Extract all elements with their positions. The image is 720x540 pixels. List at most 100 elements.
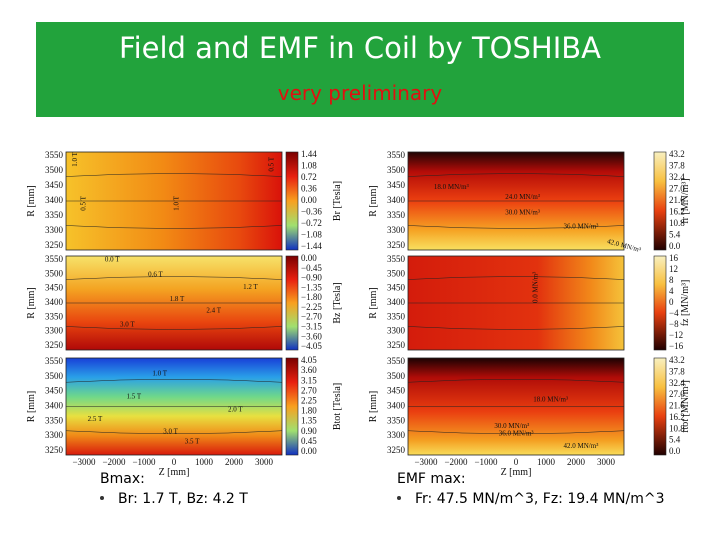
colorbar-tick-label: 5.4 — [669, 435, 681, 445]
x-tick-label: 3000 — [597, 457, 616, 467]
x-tick-label: 0 — [172, 457, 177, 467]
note-heading: Bmax: — [100, 471, 145, 487]
colorbar-label: ftot [MN/m³] — [680, 380, 691, 433]
contour-label: 1.0 T — [71, 151, 79, 166]
y-tick-label: 3250 — [45, 240, 64, 250]
x-tick-label: −1000 — [474, 457, 498, 467]
colorbar-tick-label: 21.6 — [669, 401, 685, 411]
contour-label: 0.6 T — [148, 271, 163, 279]
contour-label: 42.0 MN/m³ — [564, 442, 599, 450]
colorbar — [285, 357, 299, 456]
x-axis-label: Z [mm] — [159, 467, 190, 478]
y-tick-label: 3350 — [45, 210, 64, 220]
y-tick-label: 3450 — [45, 386, 64, 396]
colorbar-label: fz [MN/m³] — [680, 280, 691, 327]
colorbar-tick-label: 10.8 — [669, 423, 685, 433]
colorbar-tick-label: 32.4 — [669, 172, 685, 182]
contour-label: 30.0 MN/m³ — [494, 422, 529, 430]
y-tick-label: 3500 — [45, 165, 64, 175]
contour-label: 1.2 T — [243, 283, 258, 291]
y-tick-label: 3500 — [45, 268, 64, 278]
colorbar-tick-label: 0.72 — [301, 172, 317, 182]
colorbar-tick-label: 37.8 — [669, 366, 685, 376]
colorbar-tick-label: 37.8 — [669, 161, 685, 171]
y-axis-label: R [mm] — [368, 391, 379, 422]
colorbar — [653, 357, 667, 456]
colorbar-tick-label: 1.35 — [301, 416, 317, 426]
y-tick-label: 3300 — [45, 326, 64, 336]
colorbar-tick-label: −1.08 — [301, 230, 322, 240]
colorbar-tick-label: −1.44 — [301, 241, 322, 251]
colorbar-tick-label: −0.90 — [301, 273, 322, 283]
y-tick-label: 3250 — [45, 340, 64, 350]
colorbar-tick-label: 21.6 — [669, 195, 685, 205]
x-tick-label: −3000 — [414, 457, 438, 467]
colorbar-tick-label: 1.80 — [301, 406, 317, 416]
colorbar-tick-label: −3.60 — [301, 331, 322, 341]
contour-label: 30.0 MN/m³ — [505, 209, 540, 217]
colorbar-label: fr [MN/m³] — [680, 178, 691, 224]
colorbar-tick-label: 0.0 — [669, 446, 681, 456]
y-tick-label: 3300 — [387, 430, 406, 440]
contour-line — [65, 379, 283, 383]
contour-label: 1.8 T — [170, 295, 185, 303]
colorbar-tick-label: 2.25 — [301, 396, 317, 406]
y-tick-label: 3400 — [45, 401, 64, 411]
colorbar-tick-label: −2.70 — [301, 312, 322, 322]
colorbar-tick-label: 2.70 — [301, 385, 317, 395]
colorbar-tick-label: −4 — [669, 308, 679, 318]
y-axis-label: R [mm] — [368, 287, 379, 318]
colorbar-tick-label: −0.72 — [301, 218, 322, 228]
colorbar-tick-label: −8 — [669, 319, 679, 329]
y-tick-label: 3250 — [45, 445, 64, 455]
contour-label: 3.0 T — [120, 321, 135, 329]
y-tick-label: 3350 — [45, 311, 64, 321]
colorbar-tick-label: −1.80 — [301, 292, 322, 302]
contour-label: 1.5 T — [126, 393, 141, 401]
contour-line — [407, 430, 625, 434]
x-tick-label: 3000 — [255, 457, 274, 467]
y-tick-label: 3450 — [45, 283, 64, 293]
colorbar-tick-label: 43.2 — [669, 149, 685, 159]
y-tick-label: 3550 — [387, 254, 406, 264]
x-tick-label: −2000 — [102, 457, 126, 467]
contour-line — [407, 379, 625, 383]
colorbar — [285, 151, 299, 251]
contour-line — [65, 276, 283, 280]
y-tick-label: 3450 — [387, 180, 406, 190]
colorbar-tick-label: 1.44 — [301, 149, 317, 159]
y-tick-label: 3300 — [45, 430, 64, 440]
y-tick-label: 3350 — [387, 210, 406, 220]
title-banner — [36, 22, 684, 117]
colorbar — [653, 255, 667, 351]
y-tick-label: 3450 — [387, 386, 406, 396]
contour-label: 36.0 MN/m³ — [499, 430, 534, 438]
x-tick-label: 1000 — [537, 457, 556, 467]
contour-label: 36.0 MN/m³ — [564, 222, 599, 230]
colorbar-label: Bz [Tesla] — [332, 282, 343, 323]
colorbar-tick-label: −2.25 — [301, 302, 322, 312]
colorbar-tick-label: 3.15 — [301, 375, 317, 385]
y-tick-label: 3500 — [387, 268, 406, 278]
contour-label: 1.0 T — [172, 195, 180, 210]
y-tick-label: 3550 — [45, 356, 64, 366]
y-tick-label: 3550 — [45, 150, 64, 160]
y-axis-label: R [mm] — [26, 391, 37, 422]
colorbar-tick-label: 12 — [669, 264, 678, 274]
contour-label: 2.5 T — [88, 415, 103, 423]
y-tick-label: 3300 — [45, 225, 64, 235]
colorbar-tick-label: 16.2 — [669, 207, 685, 217]
colorbar-tick-label: 0.00 — [301, 253, 317, 263]
x-tick-label: −1000 — [132, 457, 156, 467]
x-tick-label: 2000 — [225, 457, 244, 467]
x-tick-label: 2000 — [567, 457, 586, 467]
note-heading: EMF max: — [397, 471, 466, 487]
colorbar-tick-label: 0.00 — [301, 446, 317, 456]
colorbar — [285, 255, 299, 351]
y-tick-label: 3250 — [387, 240, 406, 250]
contour-line — [65, 326, 283, 330]
contour-line — [65, 225, 283, 229]
colorbar-label: Btot [Tesla] — [332, 383, 343, 430]
colorbar-tick-label: −4.05 — [301, 341, 322, 351]
